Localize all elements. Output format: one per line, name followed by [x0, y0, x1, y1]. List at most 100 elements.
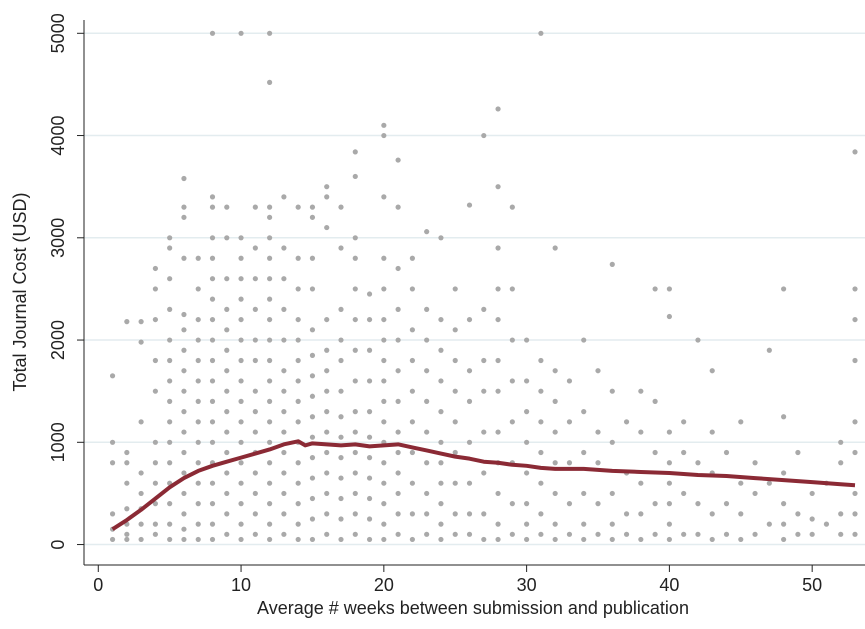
point [209, 235, 216, 241]
point [366, 495, 373, 502]
point [224, 511, 230, 517]
point [224, 276, 230, 282]
point [352, 378, 358, 384]
point [295, 378, 301, 384]
point [238, 378, 244, 384]
point [209, 521, 216, 527]
point [424, 429, 430, 435]
point [723, 449, 730, 456]
point [224, 204, 230, 210]
point [795, 511, 801, 517]
point [438, 439, 444, 445]
point [652, 501, 658, 507]
point [238, 439, 244, 445]
point [524, 536, 530, 543]
point [424, 531, 430, 537]
point [852, 316, 858, 323]
point [581, 490, 587, 497]
point [309, 204, 316, 210]
point [538, 388, 544, 394]
point [238, 357, 244, 364]
point [295, 419, 301, 425]
point [124, 460, 130, 466]
point [838, 511, 844, 517]
point [495, 357, 501, 364]
point [238, 460, 244, 466]
point [395, 265, 401, 272]
point [181, 347, 187, 353]
point [324, 224, 330, 231]
point [409, 286, 415, 292]
point [395, 449, 401, 456]
point [566, 501, 573, 507]
point [395, 531, 401, 537]
point [666, 313, 672, 320]
point [267, 235, 273, 241]
point [781, 536, 787, 543]
point [224, 470, 230, 476]
point [366, 516, 373, 522]
point [424, 337, 430, 343]
point [224, 531, 230, 537]
point [338, 516, 344, 522]
point [552, 368, 558, 374]
point [766, 480, 772, 486]
point [238, 501, 244, 507]
point [352, 490, 358, 497]
point [509, 501, 515, 507]
point [509, 286, 515, 292]
point [152, 357, 158, 364]
point [238, 536, 244, 543]
point [538, 480, 544, 486]
point [381, 480, 387, 486]
point [167, 419, 173, 425]
point [281, 531, 287, 537]
x-tick-label: 20 [374, 575, 394, 595]
point [209, 378, 216, 384]
point [538, 419, 544, 425]
point [181, 526, 187, 532]
point [795, 531, 801, 537]
point [381, 122, 387, 128]
point [138, 319, 144, 325]
point [538, 531, 544, 537]
point [138, 536, 144, 543]
point [623, 531, 630, 537]
point [252, 490, 258, 497]
point [552, 536, 558, 543]
point [495, 184, 501, 190]
point [609, 388, 615, 394]
point [195, 316, 201, 323]
point [295, 480, 301, 486]
point [309, 414, 316, 420]
y-tick-label: 0 [48, 540, 68, 550]
point [224, 235, 230, 241]
point [781, 501, 787, 507]
point [309, 214, 316, 220]
point [267, 536, 273, 543]
point [366, 434, 373, 440]
point [238, 30, 244, 36]
point [252, 357, 258, 364]
point [452, 449, 458, 456]
point [395, 368, 401, 374]
point [409, 449, 415, 456]
point [409, 536, 415, 543]
point [138, 521, 144, 527]
point [852, 531, 858, 537]
point [723, 501, 730, 507]
point [452, 531, 458, 537]
point [195, 378, 201, 384]
point [538, 357, 544, 364]
point [438, 536, 444, 543]
point [666, 521, 672, 527]
point [666, 480, 672, 486]
point [738, 419, 744, 425]
point [581, 409, 587, 415]
point [224, 490, 230, 497]
point [681, 531, 687, 537]
point [466, 202, 473, 208]
point [152, 439, 158, 445]
point [252, 511, 258, 517]
point [238, 276, 244, 282]
